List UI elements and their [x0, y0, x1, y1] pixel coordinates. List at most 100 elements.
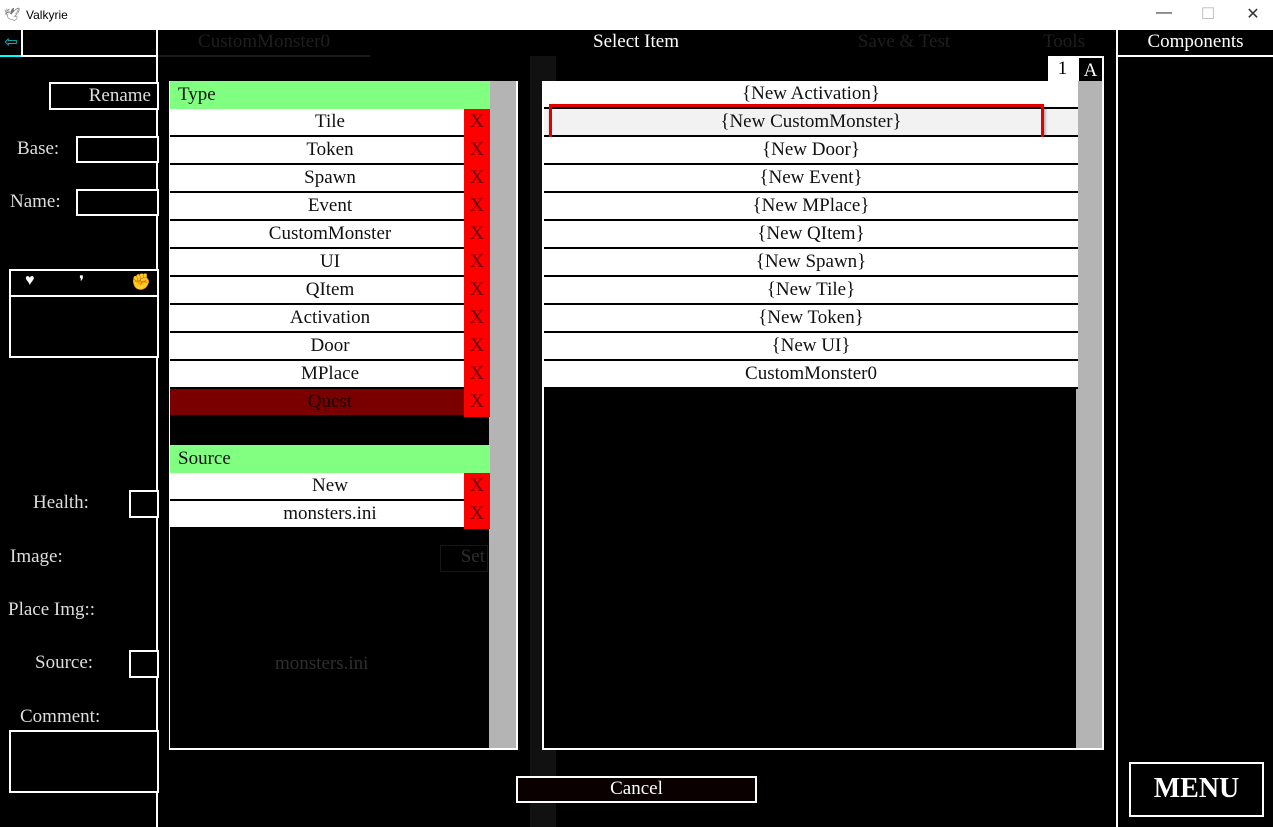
type-filter-item[interactable]: QItem X — [170, 277, 490, 305]
item-list-row[interactable]: {New Event} — [544, 165, 1078, 193]
type-label: QItem — [305, 279, 355, 300]
item-list-row[interactable]: {New UI} — [544, 333, 1078, 361]
item-list-row[interactable]: {New CustomMonster} — [544, 109, 1078, 137]
tab-custommonster0: CustomMonster0 — [158, 31, 370, 57]
item-label: {New UI} — [771, 335, 851, 356]
comment-label: Comment: — [20, 706, 101, 727]
components-header[interactable]: Components — [1118, 31, 1273, 57]
right-divider — [1116, 30, 1118, 827]
type-filter-item[interactable]: Door X — [170, 333, 490, 361]
remove-filter-button[interactable]: X — [464, 277, 490, 305]
name-field[interactable] — [76, 189, 159, 216]
type-label: Event — [307, 195, 353, 216]
comment-field[interactable] — [9, 730, 159, 793]
stats-box — [9, 295, 159, 358]
type-filter-item[interactable]: Quest X — [170, 389, 490, 417]
type-filter-item[interactable]: CustomMonster X — [170, 221, 490, 249]
remove-filter-button[interactable]: X — [464, 249, 490, 277]
health-field[interactable] — [129, 490, 159, 518]
maximize-button[interactable]: ☐ — [1200, 6, 1216, 23]
menu-button[interactable]: MENU — [1129, 762, 1264, 817]
source-field[interactable] — [129, 650, 159, 678]
place-img-label: Place Img:: — [8, 599, 96, 620]
highlight-box — [549, 104, 1044, 140]
valkyrie-logo-icon: 🕊 — [4, 7, 21, 22]
base-label: Base: — [17, 138, 60, 159]
type-filter-item[interactable]: MPlace X — [170, 361, 490, 389]
item-list-panel: {New Activation} {New CustomMonster} {New … — [542, 81, 1104, 750]
remove-filter-button[interactable]: X — [464, 165, 490, 193]
remove-filter-button[interactable]: X — [464, 333, 490, 361]
item-label: {New CustomMonster} — [720, 111, 902, 132]
remove-filter-button[interactable]: X — [464, 137, 490, 165]
stats-icons: ♥ ❜ ✊ — [9, 269, 159, 297]
source-header: Source — [170, 445, 490, 473]
type-label: Spawn — [304, 167, 356, 188]
item-list-row[interactable]: {New MPlace} — [544, 193, 1078, 221]
item-label: {New MPlace} — [752, 195, 870, 216]
sort-alpha-button[interactable]: A — [1077, 56, 1104, 83]
source-filter-item[interactable]: New X — [170, 473, 490, 501]
health-label: Health: — [33, 492, 89, 513]
type-label: UI — [319, 251, 341, 272]
remove-filter-button[interactable]: X — [464, 473, 490, 501]
source-filter-item[interactable]: monsters.ini X — [170, 501, 490, 529]
remove-filter-button[interactable]: X — [464, 221, 490, 249]
remove-filter-button[interactable]: X — [464, 389, 490, 417]
item-label: {New Door} — [762, 139, 860, 160]
drop-icon: ❜ — [79, 274, 85, 291]
item-label: {New Event} — [759, 167, 863, 188]
type-filter-item[interactable]: Activation X — [170, 305, 490, 333]
heart-icon: ♥ — [25, 272, 35, 289]
window-title: Valkyrie — [26, 8, 68, 22]
type-scrollbar[interactable] — [489, 81, 516, 748]
item-label: {New Activation} — [741, 83, 881, 104]
item-scrollbar[interactable] — [1076, 81, 1102, 748]
item-list-row[interactable]: {New Tile} — [544, 277, 1078, 305]
remove-filter-button[interactable]: X — [464, 109, 490, 137]
type-filter-item[interactable]: Token X — [170, 137, 490, 165]
type-filter-item[interactable]: Event X — [170, 193, 490, 221]
base-field[interactable] — [76, 136, 159, 163]
cancel-button[interactable]: Cancel — [516, 776, 757, 803]
remove-filter-button[interactable]: X — [464, 361, 490, 389]
type-label: Activation — [289, 307, 371, 328]
remove-filter-button[interactable]: X — [464, 193, 490, 221]
item-label: {New Tile} — [766, 279, 856, 300]
back-arrow-icon[interactable]: ⇦ — [0, 30, 22, 57]
type-label: CustomMonster — [268, 223, 392, 244]
item-label: {New QItem} — [757, 223, 865, 244]
source-label: monsters.ini — [283, 503, 377, 524]
item-label: CustomMonster0 — [745, 363, 877, 384]
fist-icon: ✊ — [131, 274, 151, 291]
save-test-tab: Save & Test — [857, 31, 951, 52]
type-label: Tile — [315, 111, 345, 132]
remove-filter-button[interactable]: X — [464, 501, 490, 529]
title-bar: 🕊 Valkyrie — ☐ ✕ — [0, 0, 1273, 30]
item-list-row[interactable]: {New QItem} — [544, 221, 1078, 249]
image-label: Image: — [10, 546, 63, 567]
item-list-row[interactable]: {New Door} — [544, 137, 1078, 165]
rename-button[interactable]: Rename — [49, 82, 159, 110]
item-list-row[interactable]: CustomMonster0 — [544, 361, 1078, 389]
item-list-row[interactable]: {New Spawn} — [544, 249, 1078, 277]
image-set-button-dim: Set — [440, 545, 488, 572]
sort-numeric-button[interactable]: 1 — [1048, 56, 1077, 83]
type-header: Type — [170, 81, 490, 109]
type-filter-item[interactable]: Spawn X — [170, 165, 490, 193]
selector-box[interactable] — [21, 30, 158, 57]
dialog-title: Select Item — [593, 31, 679, 52]
type-filter-panel: Type Tile X Token X Spawn X Event X CustomMonster… — [169, 81, 518, 750]
item-label: {New Token} — [758, 307, 864, 328]
close-button[interactable]: ✕ — [1246, 6, 1260, 23]
source-value-dim: monsters.ini — [275, 653, 369, 674]
source-label: New — [312, 475, 348, 496]
type-filter-item[interactable]: UI X — [170, 249, 490, 277]
item-list-row[interactable]: {New Token} — [544, 305, 1078, 333]
source-label: Source: — [35, 652, 94, 673]
left-divider — [156, 30, 158, 827]
remove-filter-button[interactable]: X — [464, 305, 490, 333]
minimize-button[interactable]: — — [1156, 4, 1172, 21]
type-filter-item[interactable]: Tile X — [170, 109, 490, 137]
tools-tab: Tools — [1043, 31, 1085, 52]
